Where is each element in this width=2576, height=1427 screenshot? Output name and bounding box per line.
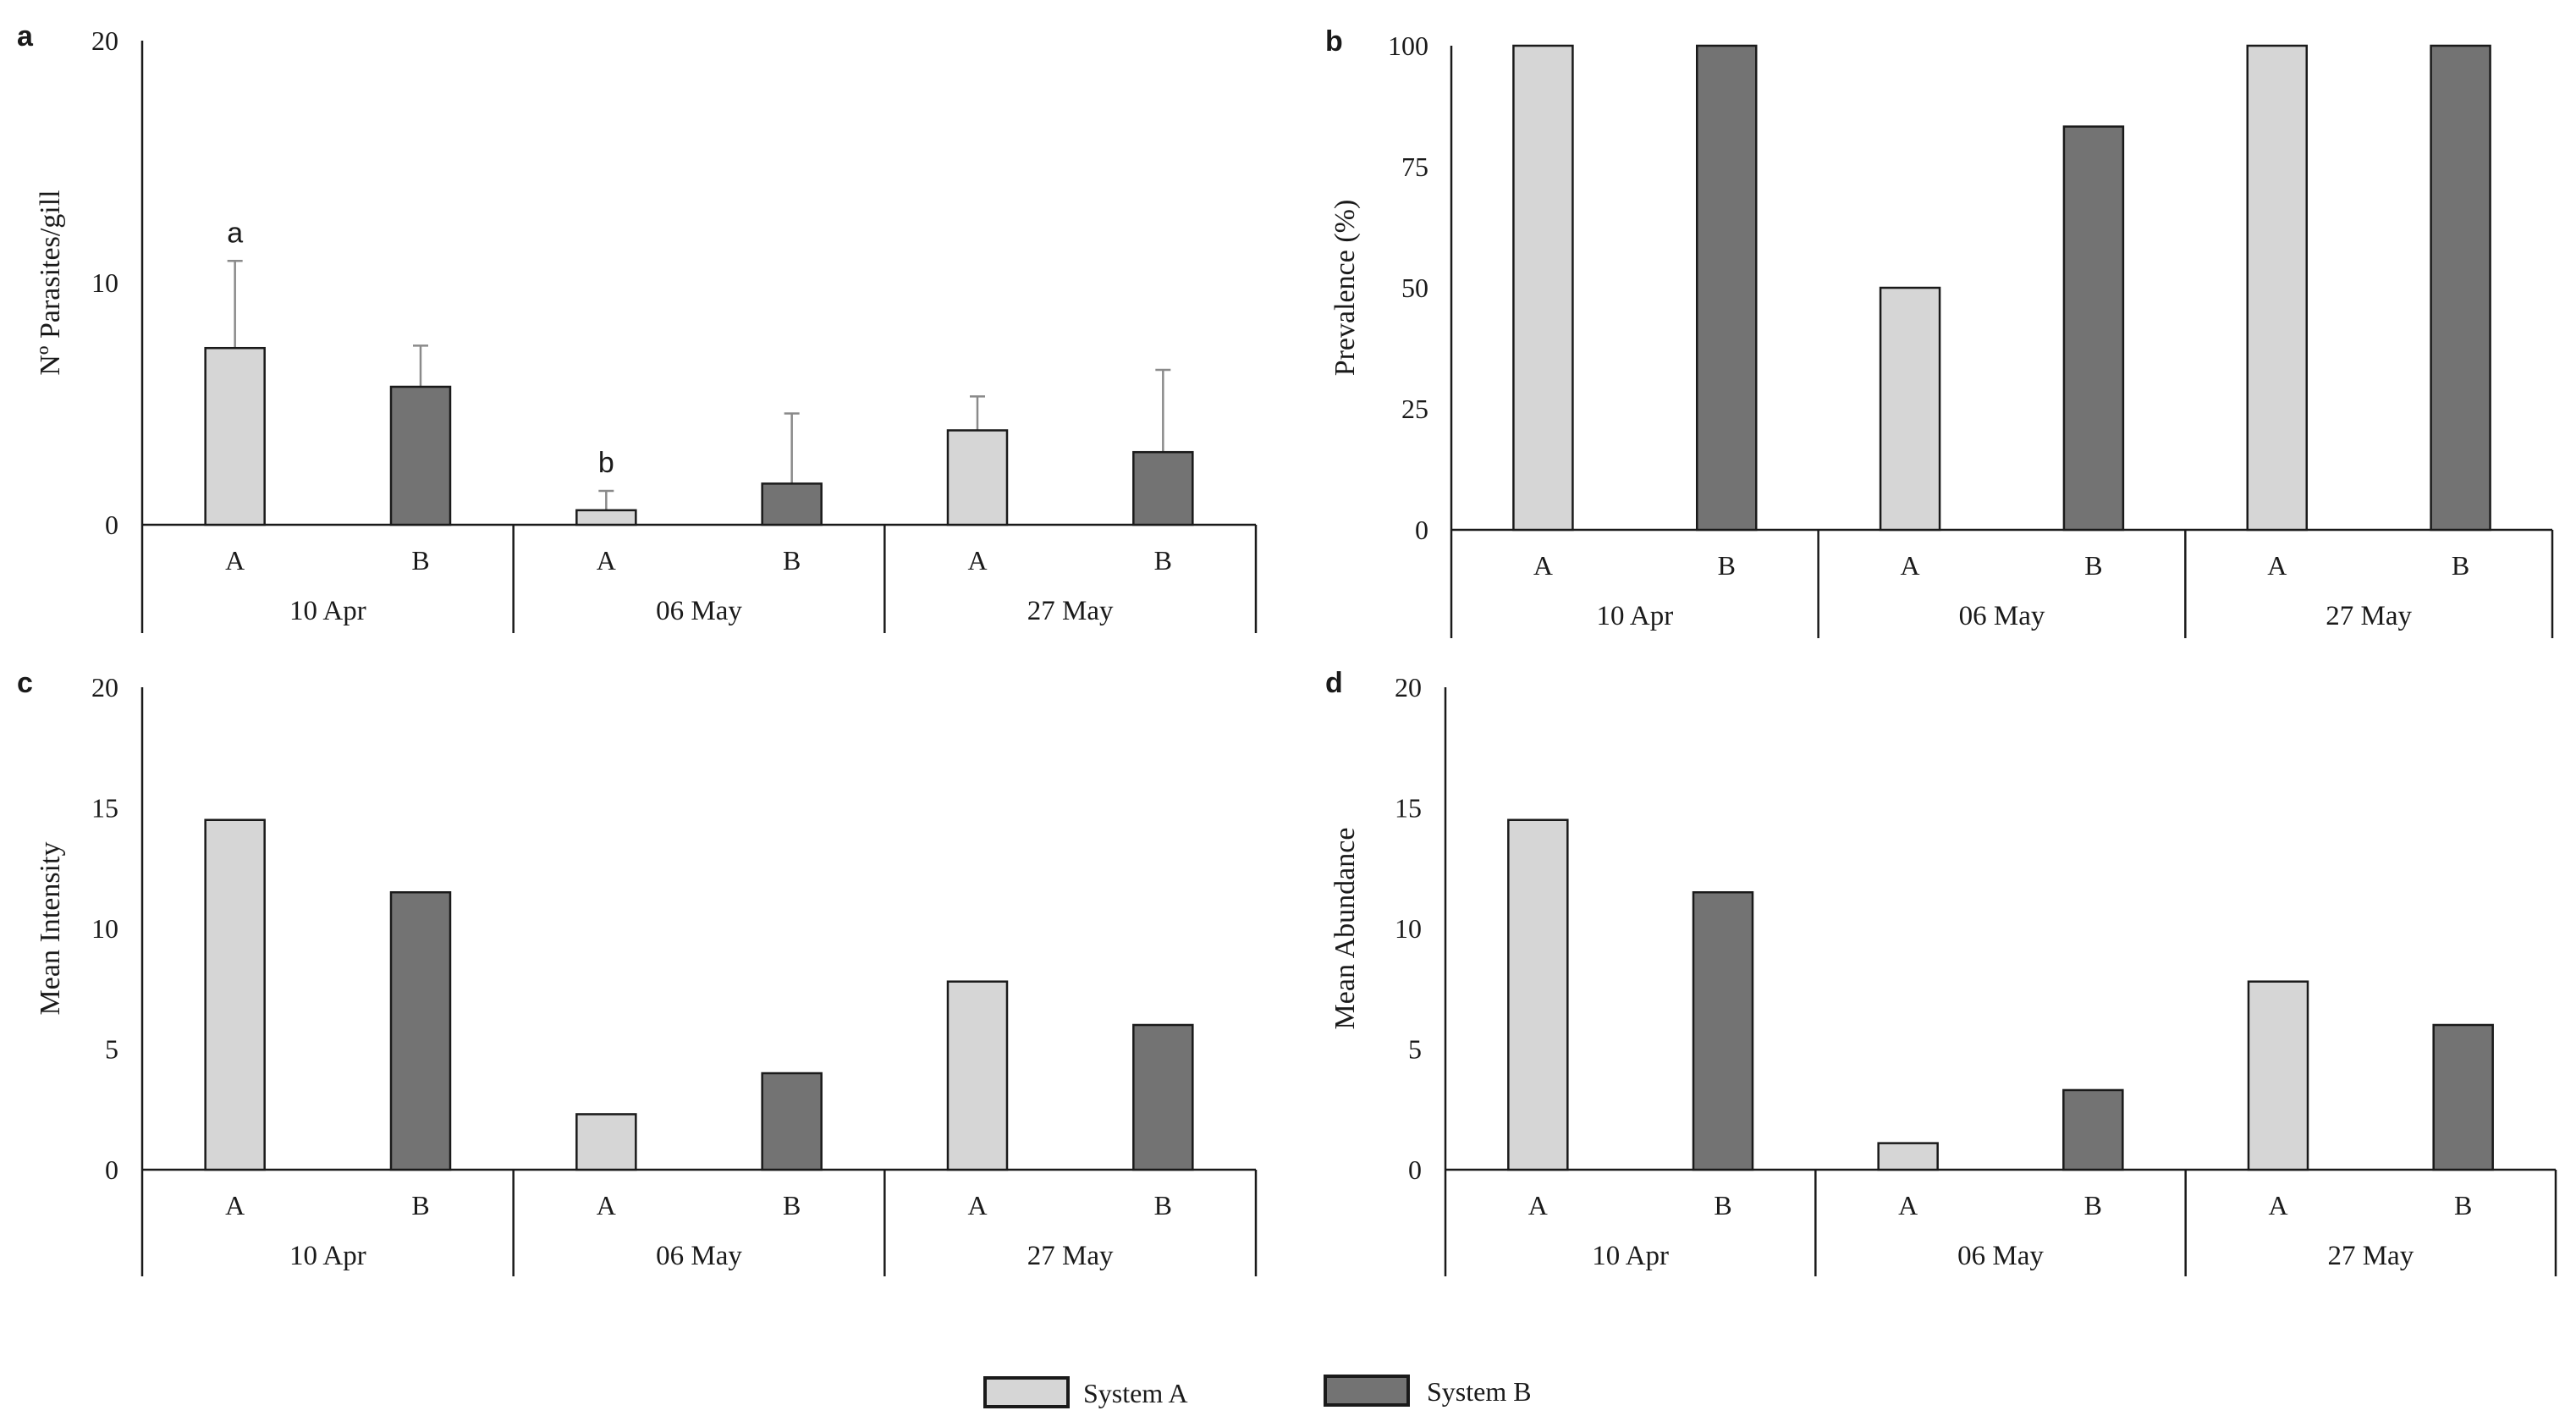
bar-06-may-system-b (2062, 1088, 2124, 1171)
group-date-label: 10 Apr (289, 1241, 366, 1271)
bar-27-may-system-b (1132, 1023, 1194, 1171)
group-date-label: 27 May (2326, 601, 2412, 631)
bar-10-apr-system-a (1512, 44, 1574, 532)
group-date-label: 06 May (656, 1241, 742, 1271)
x-category-label: B (783, 1190, 801, 1220)
y-tick-label: 0 (105, 1154, 118, 1185)
y-axis-title: Mean Intensity (35, 842, 66, 1016)
y-axis-title: Mean Abundance (1329, 828, 1361, 1030)
bar-27-may-system-b (1132, 450, 1194, 526)
bar-27-may-system-a (2246, 44, 2308, 532)
group-date-label: 06 May (656, 596, 742, 626)
panel-b: b 0 25 50 75 100 Prevalence (%) 10 Apr A B 06 May A… (1325, 25, 2554, 638)
y-tick-label: 20 (91, 672, 118, 702)
x-category-label: B (1714, 1190, 1731, 1220)
x-category-label: A (967, 1190, 987, 1220)
bar-06-may-system-a (1879, 286, 1941, 532)
legend-label-system-b: System B (1427, 1376, 1532, 1407)
x-category-label: A (967, 545, 987, 576)
legend: System A System B (983, 1375, 1532, 1408)
y-tick-label: 10 (91, 913, 118, 944)
bar-06-may-system-b (761, 1072, 823, 1171)
bar-10-apr-system-b (1696, 44, 1758, 532)
y-tick-label: 10 (1395, 913, 1422, 944)
x-category-label: A (1901, 550, 1920, 581)
y-tick-label: 75 (1401, 152, 1428, 182)
bar-27-may-system-b (2430, 44, 2491, 532)
x-category-label: A (1898, 1190, 1918, 1220)
x-category-label: A (597, 1190, 616, 1220)
x-category-label: B (2084, 550, 2102, 581)
y-tick-label: 10 (91, 267, 118, 298)
x-category-label: A (225, 1190, 245, 1220)
y-tick-label: 100 (1388, 30, 1428, 61)
x-category-label: B (783, 545, 801, 576)
y-tick-label: 15 (91, 793, 118, 824)
y-tick-label: 0 (1415, 515, 1428, 545)
bar-10-apr-system-a (1507, 818, 1569, 1171)
group-date-label: 06 May (1957, 1241, 2044, 1271)
x-category-label: A (2267, 550, 2287, 581)
bar-27-may-system-a (946, 980, 1009, 1171)
x-category-label: B (411, 545, 429, 576)
y-tick-label: 20 (1395, 672, 1422, 702)
legend-swatch-system-b (1324, 1375, 1410, 1407)
panel-letter: c (17, 667, 33, 699)
panel-letter: d (1325, 667, 1343, 699)
x-category-label: B (2454, 1190, 2472, 1220)
bar-27-may-system-b (2432, 1023, 2494, 1171)
x-category-label: B (2452, 550, 2469, 581)
bar-10-apr-system-a (204, 818, 266, 1171)
group-date-label: 06 May (1959, 601, 2045, 631)
bar-10-apr-system-b (389, 385, 452, 526)
bar-06-may-system-a (575, 1113, 637, 1171)
significance-letter: b (598, 447, 614, 479)
panel-a: a 0 10 20 Nº Parasites/gill 10 Apr a A B 06 May b A… (17, 20, 1258, 633)
group-date-label: 10 Apr (1596, 601, 1673, 631)
bar-06-may-system-a (1877, 1142, 1939, 1171)
x-category-label: A (1528, 1190, 1548, 1220)
group-date-label: 27 May (2327, 1241, 2414, 1271)
significance-letter: a (227, 217, 243, 249)
bar-10-apr-system-b (389, 891, 452, 1171)
y-tick-label: 5 (105, 1034, 118, 1065)
x-category-label: B (2084, 1190, 2102, 1220)
y-tick-label: 0 (105, 510, 118, 540)
panel-letter: b (1325, 25, 1343, 58)
panel-letter: a (17, 20, 34, 52)
x-category-label: B (1154, 1190, 1172, 1220)
group-date-label: 27 May (1027, 596, 1114, 626)
bar-06-may-system-b (761, 482, 823, 526)
y-tick-label: 20 (91, 25, 118, 56)
bar-27-may-system-a (946, 429, 1009, 526)
legend-swatch-system-a (983, 1376, 1070, 1408)
y-tick-label: 50 (1401, 273, 1428, 303)
x-category-label: A (2268, 1190, 2287, 1220)
x-category-label: B (411, 1190, 429, 1220)
bar-27-may-system-a (2247, 980, 2309, 1171)
group-date-label: 10 Apr (1592, 1241, 1669, 1271)
bar-10-apr-system-b (1692, 891, 1754, 1171)
bar-06-may-system-b (2062, 125, 2125, 532)
group-date-label: 10 Apr (289, 596, 366, 626)
legend-label-system-a: System A (1083, 1378, 1188, 1408)
panel-d: d 0 5 10 15 20 Mean Abundance 10 Apr A B 06 May A B 2… (1325, 667, 2557, 1276)
x-category-label: A (1533, 550, 1553, 581)
panels: a 0 10 20 Nº Parasites/gill 10 Apr a A B 06 May b A… (17, 20, 2557, 1276)
x-category-label: B (1154, 545, 1172, 576)
y-axis-title: Nº Parasites/gill (35, 190, 66, 375)
y-axis-title: Prevalence (%) (1329, 200, 1361, 377)
bar-10-apr-system-a (204, 346, 266, 526)
group-date-label: 27 May (1027, 1241, 1114, 1271)
x-category-label: A (597, 545, 616, 576)
bar-06-may-system-a (575, 509, 637, 526)
y-tick-label: 5 (1408, 1034, 1422, 1065)
y-tick-label: 25 (1401, 394, 1428, 424)
x-category-label: B (1718, 550, 1736, 581)
panel-c: c 0 5 10 15 20 Mean Intensity 10 Apr A B 06 May A B 2… (17, 667, 1258, 1276)
y-tick-label: 15 (1395, 793, 1422, 824)
y-tick-label: 0 (1408, 1154, 1422, 1185)
x-category-label: A (225, 545, 245, 576)
